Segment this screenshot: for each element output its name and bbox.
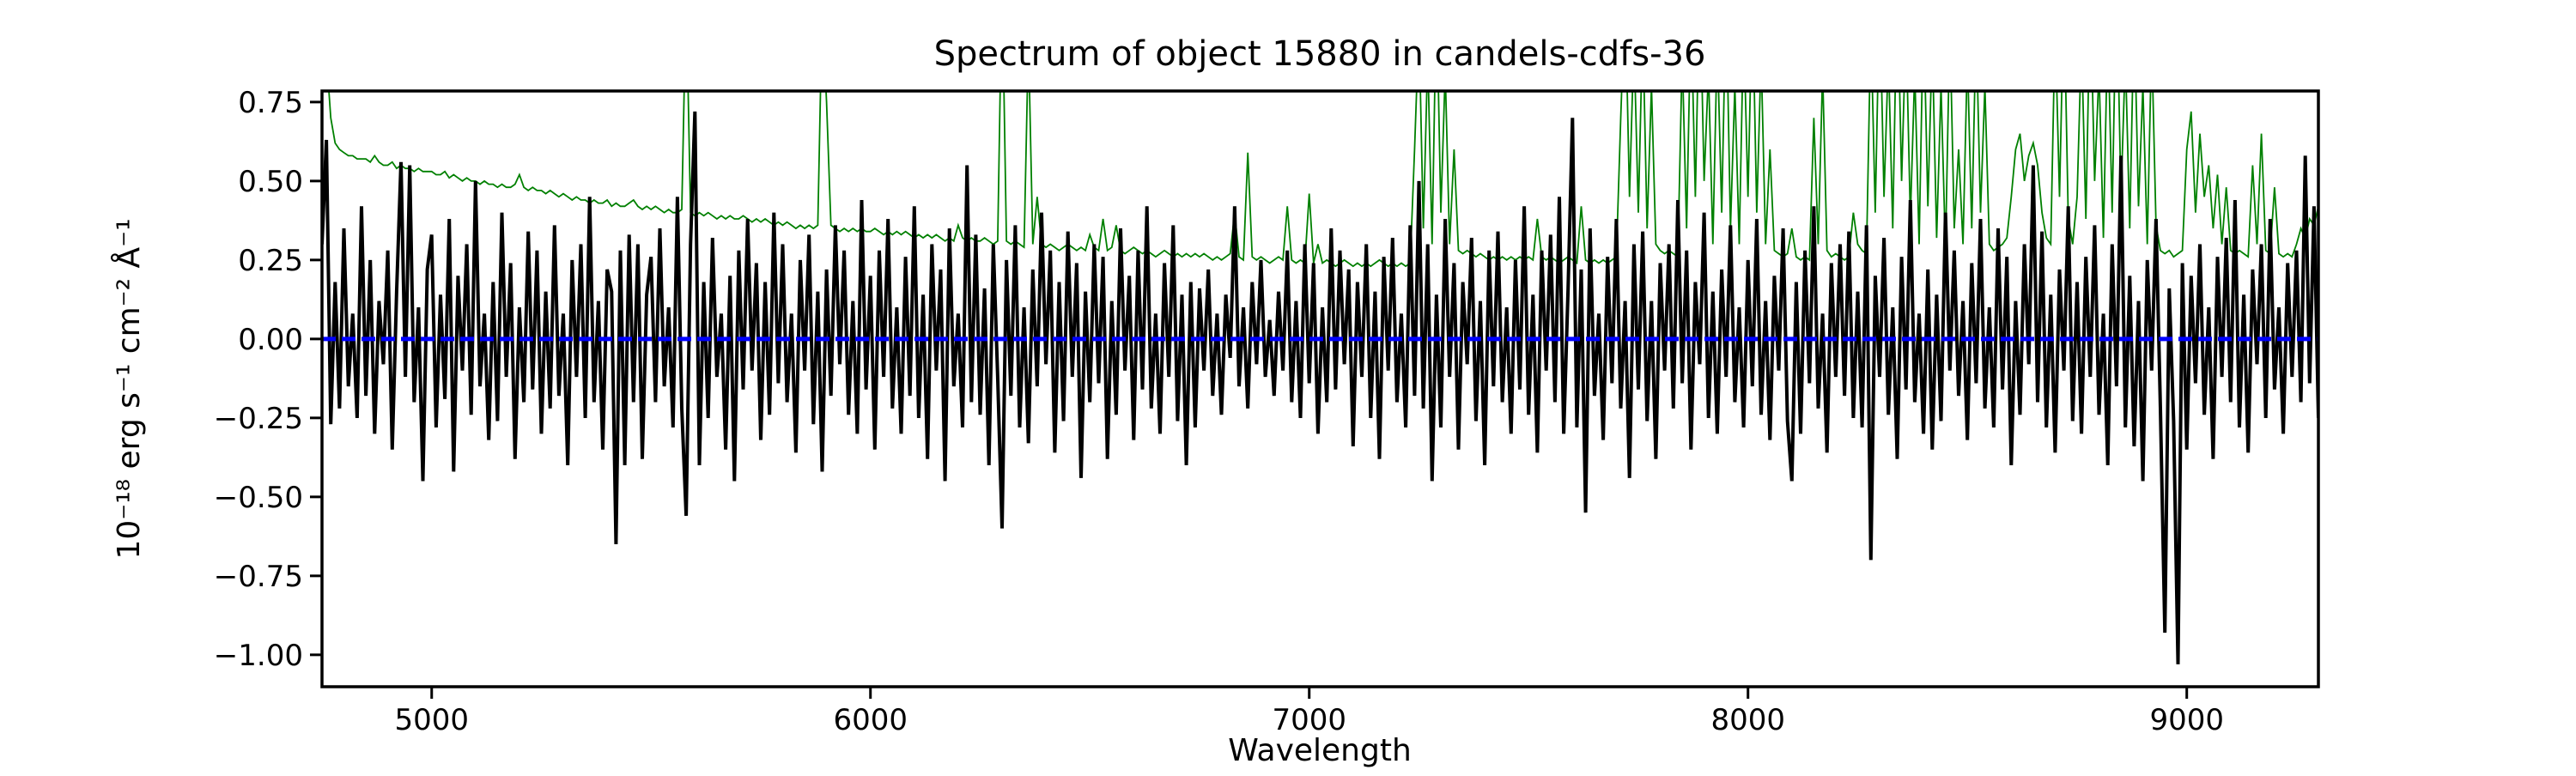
ticks-group: 5000 6000 7000 8000 9000 0.75 0.50 0.25 0.00 −0.2… (214, 86, 2224, 737)
axes-border (320, 89, 2320, 688)
x-tick-label: 9000 (2149, 703, 2224, 737)
y-tick-label: 0.75 (238, 86, 303, 120)
y-tick-label: −0.25 (214, 402, 303, 436)
x-tick-label: 6000 (833, 703, 908, 737)
x-tick-label: 8000 (1710, 703, 1785, 737)
y-tick-label: 0.50 (238, 165, 303, 199)
x-tick-label: 7000 (1272, 703, 1346, 737)
object-spectrum-line (322, 111, 2318, 664)
series-group (322, 91, 2318, 664)
y-tick-label: 0.25 (238, 244, 303, 278)
chart-title: Spectrum of object 15880 in candels-cdfs… (934, 34, 1706, 74)
y-axis-label: 10⁻¹⁸ erg s⁻¹ cm⁻² Å⁻¹ (110, 218, 147, 559)
y-tick-label: 0.00 (238, 323, 303, 357)
x-tick-label: 5000 (394, 703, 469, 737)
x-axis-label: Wavelength (1228, 733, 1412, 768)
y-tick-label: −0.50 (214, 481, 303, 515)
y-tick-label: −1.00 (214, 639, 303, 673)
sky-noise-spectrum-line (328, 91, 2318, 268)
y-tick-label: −0.75 (214, 560, 303, 594)
